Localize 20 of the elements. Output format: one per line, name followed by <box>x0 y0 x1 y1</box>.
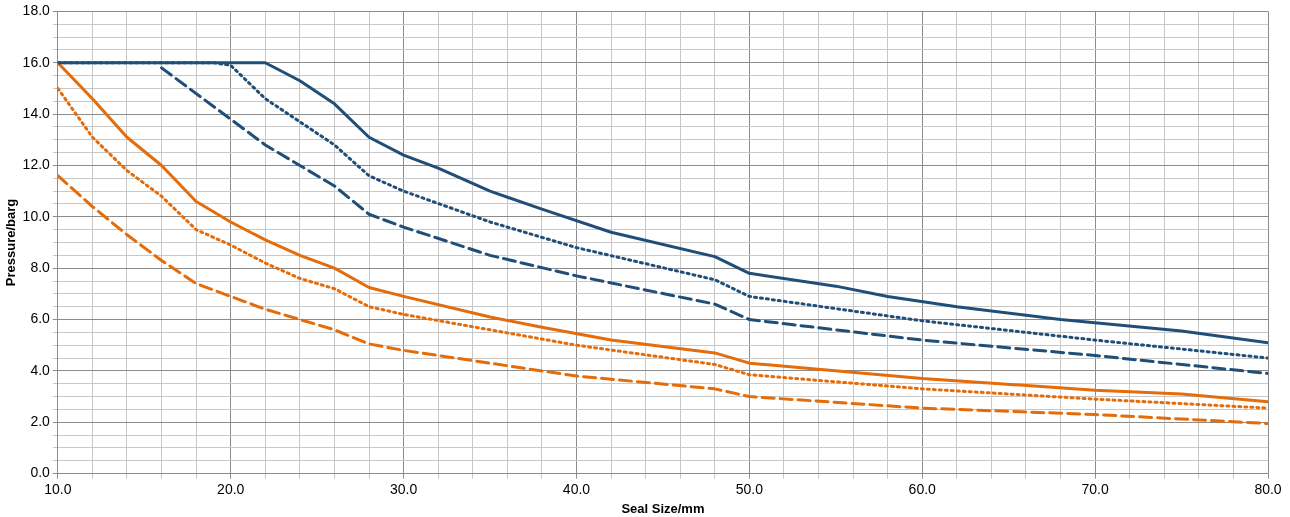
y-tick-label: 8.0 <box>30 259 51 276</box>
y-tick-label: 2.0 <box>30 413 51 430</box>
x-tick-label: 10.0 <box>44 480 72 497</box>
y-axis-title: Pressure/barg <box>3 198 19 287</box>
x-tick-label: 30.0 <box>389 480 418 497</box>
x-tick-label: 70.0 <box>1081 480 1109 497</box>
y-tick-label: 4.0 <box>30 361 51 378</box>
x-tick-label: 50.0 <box>735 480 764 497</box>
y-tick-label: 16.0 <box>22 53 51 70</box>
y-tick-label: 10.0 <box>22 207 51 224</box>
y-tick-label: 14.0 <box>22 104 51 121</box>
y-tick-label: 6.0 <box>30 310 51 327</box>
x-tick-label: 80.0 <box>1254 480 1282 497</box>
x-axis-title: Seal Size/mm <box>621 500 705 516</box>
y-tick-label: 0.0 <box>30 464 51 481</box>
x-tick-label: 20.0 <box>217 480 245 497</box>
y-tick-label: 18.0 <box>22 2 51 19</box>
x-tick-label: 40.0 <box>562 480 591 497</box>
y-tick-label: 12.0 <box>22 156 51 173</box>
x-tick-label: 60.0 <box>908 480 937 497</box>
